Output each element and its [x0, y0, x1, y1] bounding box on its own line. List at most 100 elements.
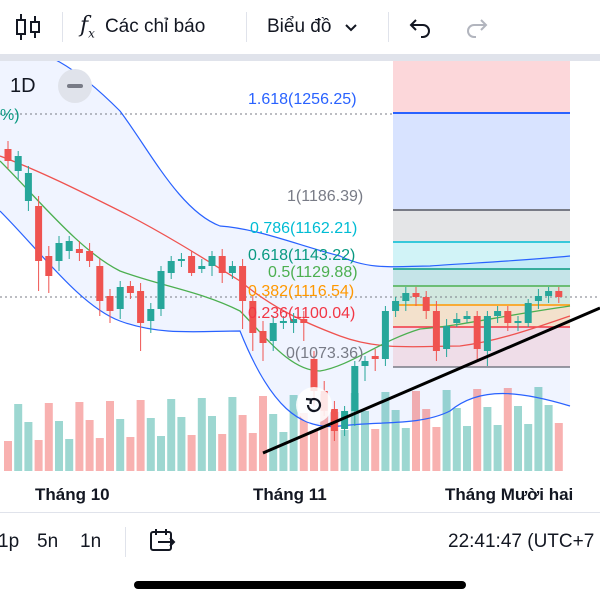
- volume-bar: [432, 427, 441, 471]
- fib-zone-0618-0786: [393, 242, 570, 269]
- volume-bar: [187, 435, 196, 471]
- fib-level-label: 0(1073.36): [286, 345, 364, 362]
- candle-body: [534, 296, 542, 301]
- volume-bar: [238, 415, 247, 471]
- volume-bar: [116, 419, 125, 471]
- chart-type-label: Biểu đồ: [267, 16, 332, 37]
- candle-body: [75, 249, 83, 253]
- volume-bar: [34, 440, 43, 471]
- candle-body: [341, 411, 349, 429]
- volume-bar: [503, 388, 512, 471]
- price-chart[interactable]: [0, 48, 600, 475]
- undo-icon: [409, 19, 430, 38]
- volume-bar: [412, 391, 420, 471]
- volume-bar: [75, 402, 84, 471]
- volume-bar: [452, 408, 461, 471]
- volume-bar: [310, 431, 318, 471]
- fib-level-label: 0.5(1129.88): [268, 264, 358, 281]
- candle-body: [188, 256, 196, 273]
- moving-average-green: [0, 160, 571, 372]
- volume-bar: [422, 409, 431, 471]
- candle-body: [126, 286, 134, 293]
- candle-body: [432, 311, 440, 351]
- candle-body: [65, 241, 73, 251]
- home-indicator: [134, 581, 466, 589]
- volume-bar: [524, 424, 533, 471]
- candle-body: [371, 356, 379, 359]
- candle-body: [239, 266, 247, 301]
- candle-body: [55, 243, 63, 261]
- volume-bar: [248, 433, 257, 471]
- redo-icon: [467, 19, 488, 38]
- candle-body: [504, 311, 512, 323]
- moving-average-red: [0, 155, 571, 348]
- axis-divider: [0, 512, 600, 513]
- candle-body: [4, 149, 12, 161]
- toolbar-divider: [62, 12, 63, 42]
- time-axis: Tháng 10 Tháng 11 Tháng Mười hai: [0, 475, 600, 513]
- candle-body: [290, 319, 298, 323]
- candle-body: [208, 256, 216, 266]
- drag-handle[interactable]: [58, 69, 92, 103]
- volume-bar: [554, 423, 563, 471]
- chart-type-button[interactable]: Biểu đồ: [267, 10, 361, 44]
- candle-body: [106, 296, 114, 311]
- candle-body: [45, 256, 53, 276]
- interval-badge: 1D: [10, 75, 36, 97]
- range-1n-button[interactable]: 1n: [80, 531, 102, 552]
- volume-bar: [350, 393, 359, 471]
- volume-bar: [340, 430, 349, 471]
- volume-bar: [106, 401, 114, 471]
- candle-body: [310, 359, 318, 391]
- trendline[interactable]: [262, 306, 600, 455]
- candle-body: [249, 301, 257, 333]
- reset-chart-button[interactable]: [296, 387, 332, 423]
- candle-body: [555, 291, 563, 297]
- volume-bar: [146, 418, 155, 471]
- volume-bar: [401, 428, 410, 471]
- volume-bar: [14, 404, 23, 471]
- volume-bar: [320, 394, 329, 471]
- candle-body: [412, 293, 420, 297]
- volume-bar: [24, 422, 33, 471]
- candle-body: [137, 291, 145, 323]
- candle-body: [402, 293, 410, 301]
- candle-body: [218, 256, 226, 273]
- candle-body: [422, 297, 430, 311]
- redo-button[interactable]: [464, 10, 490, 44]
- candle-body: [381, 311, 389, 359]
- percent-fragment: %): [0, 107, 20, 124]
- undo-button[interactable]: [407, 10, 433, 44]
- toolbar-divider: [246, 12, 247, 42]
- volume-bar: [371, 429, 380, 471]
- volume-bar: [493, 425, 502, 471]
- candle-body: [453, 319, 461, 323]
- range-1p-button[interactable]: 1p: [0, 531, 20, 552]
- range-5n-button[interactable]: 5n: [37, 531, 59, 552]
- candle-body: [177, 259, 185, 261]
- candle-body: [545, 291, 553, 296]
- fib-zone-05-0618: [393, 269, 570, 286]
- candle-body: [167, 261, 175, 273]
- volume-bar: [534, 387, 543, 471]
- bottom-toolbar: 1p 5n 1n 22:41:47 (UTC+7: [0, 513, 600, 563]
- candle-body: [279, 321, 287, 323]
- calendar-arrow-icon: [150, 529, 176, 551]
- candlestick-icon[interactable]: [12, 10, 44, 44]
- candle-body: [473, 316, 481, 349]
- volume-bar: [269, 414, 278, 471]
- goto-date-button[interactable]: [148, 528, 176, 559]
- volume-bar: [136, 400, 145, 471]
- bollinger-upper: [0, 48, 571, 268]
- indicators-button[interactable]: fx Các chỉ báo: [80, 10, 205, 44]
- volume-bar: [55, 421, 63, 471]
- candle-body: [463, 316, 471, 319]
- fib-level-label: 1(1186.39): [287, 188, 364, 205]
- chart-area[interactable]: 1D %) 1.618(1256.25) 1(1186.39) 0.786(1162…: [0, 48, 600, 475]
- candle-body: [392, 301, 400, 311]
- axis-label-october: Tháng 10: [35, 485, 110, 504]
- volume-bar: [177, 417, 186, 471]
- volume-bar: [44, 403, 53, 471]
- volume-bar: [483, 407, 492, 471]
- volume-bar: [442, 390, 451, 471]
